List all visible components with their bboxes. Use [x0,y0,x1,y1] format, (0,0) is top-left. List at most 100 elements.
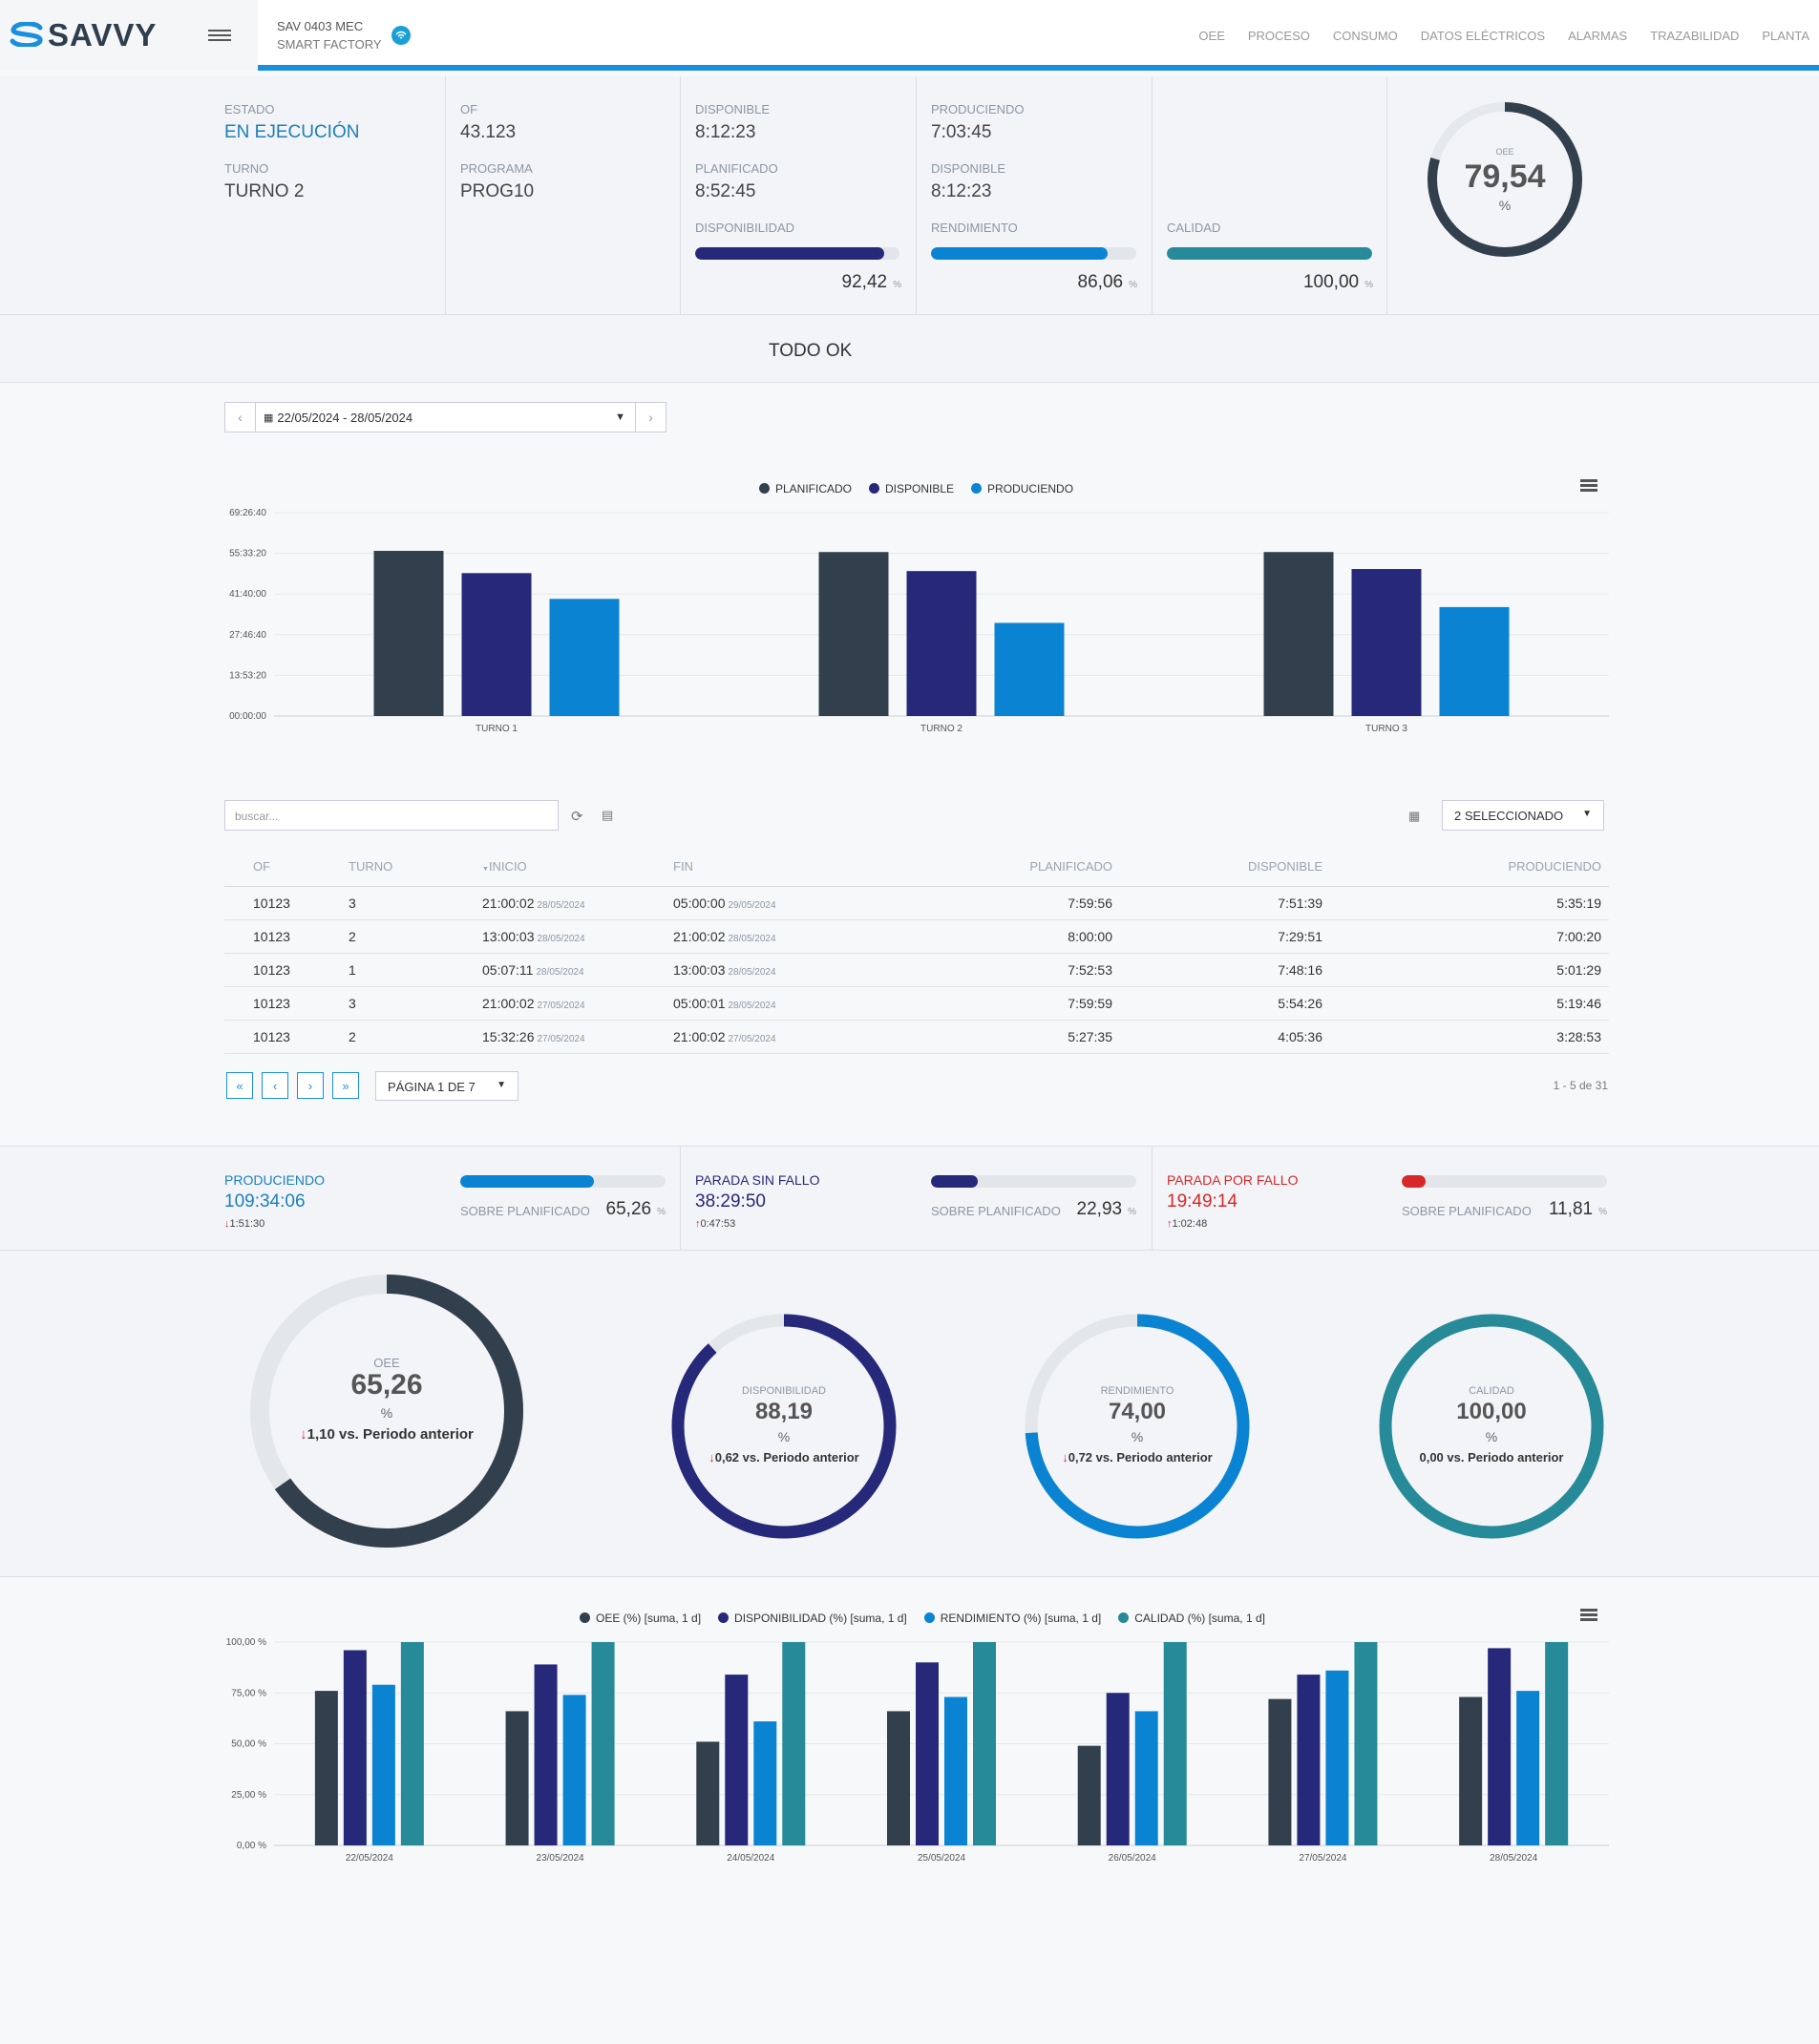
bar-calidad[interactable] [1545,1642,1569,1845]
bar-calidad[interactable] [973,1642,996,1845]
bar-planificado[interactable] [818,552,889,716]
bar-calidad[interactable] [400,1642,424,1845]
bar-rendimiento[interactable] [562,1695,586,1845]
search-input[interactable]: buscar... [224,800,559,831]
legend-item[interactable]: CALIDAD (%) [suma, 1 d] [1118,1612,1265,1625]
nav-item-trazabilidad[interactable]: TRAZABILIDAD [1650,29,1740,43]
bar-calidad[interactable] [1163,1642,1187,1845]
table-row[interactable]: 10123 2 13:00:03 28/05/2024 21:00:02 28/05/20… [224,919,1609,954]
prev-range-button[interactable]: ‹ [225,403,256,432]
bar-disponible[interactable] [906,571,977,716]
bar-calidad[interactable] [782,1642,806,1845]
summary-pct: 11,81% [1548,1199,1607,1219]
cell-disponible: 7:51:39 [1112,886,1322,920]
disponible2-value: 8:12:23 [931,181,992,201]
bar-disponible[interactable] [1351,569,1422,716]
programa-label: PROGRAMA [460,161,533,176]
bar-rendimiento[interactable] [1516,1691,1540,1845]
x-tick-label: 25/05/2024 [918,1853,965,1864]
table-row[interactable]: 10123 3 21:00:02 28/05/2024 05:00:00 29/05/20… [224,886,1609,920]
bar-oee[interactable] [696,1741,720,1845]
gauge-label: CALIDAD [1469,1385,1514,1397]
page-select-value: PÁGINA 1 DE 7 [388,1080,476,1094]
bar-rendimiento[interactable] [1325,1670,1349,1845]
table-row[interactable]: 10123 1 05:07:11 28/05/2024 13:00:03 28/05/20… [224,953,1609,987]
nav-item-consumo[interactable]: CONSUMO [1332,29,1398,43]
legend-item[interactable]: PLANIFICADO [759,482,852,495]
gauge-label: OEE [373,1356,400,1370]
col-of[interactable]: OF [224,848,349,887]
nav-item-proceso[interactable]: PROCESO [1247,29,1310,43]
bar-calidad[interactable] [1354,1642,1378,1845]
next-range-button[interactable]: › [635,403,666,432]
legend-item[interactable]: DISPONIBLE [869,482,954,495]
col-inicio[interactable]: ▼INICIO [482,848,673,887]
bar-rendimiento[interactable] [1134,1711,1158,1845]
bar-disponibilidad[interactable] [1488,1648,1512,1845]
bar-calidad[interactable] [591,1642,615,1845]
bar-rendimiento[interactable] [944,1696,967,1845]
bar-disponible[interactable] [461,573,532,716]
col-planificado[interactable]: PLANIFICADO [893,848,1112,887]
cell-fin: 05:00:00 29/05/2024 [673,886,893,920]
logo-icon [10,22,43,47]
bar-disponibilidad[interactable] [1106,1693,1130,1845]
bar-oee[interactable] [887,1711,910,1845]
of-value: 43.123 [460,122,517,142]
oee-value: 79,54 [1464,158,1546,195]
bar-oee[interactable] [1459,1696,1483,1845]
rendimiento-bar [931,247,1136,260]
chart-menu-icon-2[interactable] [1580,1609,1597,1622]
menu-icon[interactable] [208,27,231,44]
bar-rendimiento[interactable] [371,1684,395,1845]
cell-produciendo: 5:19:46 [1322,986,1609,1021]
summary-label: PRODUCIENDO [224,1172,326,1188]
arrow-icon: ↑ [1167,1218,1173,1230]
bar-planificado[interactable] [1263,552,1334,716]
legend-item[interactable]: OEE (%) [suma, 1 d] [580,1612,701,1625]
bar-produciendo[interactable] [549,599,620,716]
bar-oee[interactable] [1268,1698,1292,1845]
prev-page-button[interactable]: ‹ [262,1072,288,1099]
nav-item-planta[interactable]: PLANTA [1762,29,1809,43]
x-tick-label: 27/05/2024 [1299,1853,1346,1864]
bar-disponibilidad[interactable] [343,1650,367,1845]
bar-produciendo[interactable] [994,622,1065,716]
bar-oee[interactable] [314,1691,338,1845]
columns-icon[interactable]: ▦ [1408,809,1421,823]
page-select[interactable]: PÁGINA 1 DE 7 ▼ [375,1071,518,1101]
excel-export-icon[interactable]: ▤ [602,808,614,822]
legend-item[interactable]: DISPONIBILIDAD (%) [suma, 1 d] [718,1612,907,1625]
col-fin[interactable]: FIN [673,848,893,887]
planificado-label: PLANIFICADO [695,161,778,176]
bar-produciendo[interactable] [1439,606,1510,716]
column-select[interactable]: 2 SELECCIONADO ▼ [1442,800,1604,831]
refresh-icon[interactable]: ⟳ [571,809,583,825]
cell-inicio: 05:07:11 28/05/2024 [482,953,673,987]
legend-item[interactable]: RENDIMIENTO (%) [suma, 1 d] [923,1612,1101,1625]
nav-item-alarmas[interactable]: ALARMAS [1568,29,1628,43]
nav-item-datos-el-ctricos[interactable]: DATOS ELÉCTRICOS [1420,29,1546,43]
last-page-button[interactable]: » [332,1072,359,1099]
cell-of: 10123 [224,1020,349,1054]
date-range-select[interactable]: ▦ 22/05/2024 - 28/05/2024 ▼ [256,403,635,432]
chart-menu-icon[interactable] [1580,479,1597,493]
bar-oee[interactable] [505,1711,529,1845]
bar-rendimiento[interactable] [753,1721,777,1845]
table-row[interactable]: 10123 3 21:00:02 27/05/2024 05:00:01 28/05/20… [224,986,1609,1021]
first-page-button[interactable]: « [226,1072,253,1099]
bar-planificado[interactable] [373,551,444,716]
nav-item-oee[interactable]: OEE [1198,29,1225,43]
bar-disponibilidad[interactable] [725,1675,749,1845]
legend-item[interactable]: PRODUCIENDO [971,482,1073,495]
bar-disponibilidad[interactable] [1297,1675,1321,1845]
table-row[interactable]: 10123 2 15:32:26 27/05/2024 21:00:02 27/05/20… [224,1020,1609,1054]
bar-oee[interactable] [1077,1745,1101,1845]
next-page-button[interactable]: › [297,1072,324,1099]
bar-disponibilidad[interactable] [534,1664,558,1845]
col-disponible[interactable]: DISPONIBLE [1112,848,1322,887]
bar-disponibilidad[interactable] [916,1662,939,1845]
y-tick-label: 55:33:20 [229,549,266,559]
col-produciendo[interactable]: PRODUCIENDO [1322,848,1609,887]
col-turno[interactable]: TURNO [349,848,482,887]
